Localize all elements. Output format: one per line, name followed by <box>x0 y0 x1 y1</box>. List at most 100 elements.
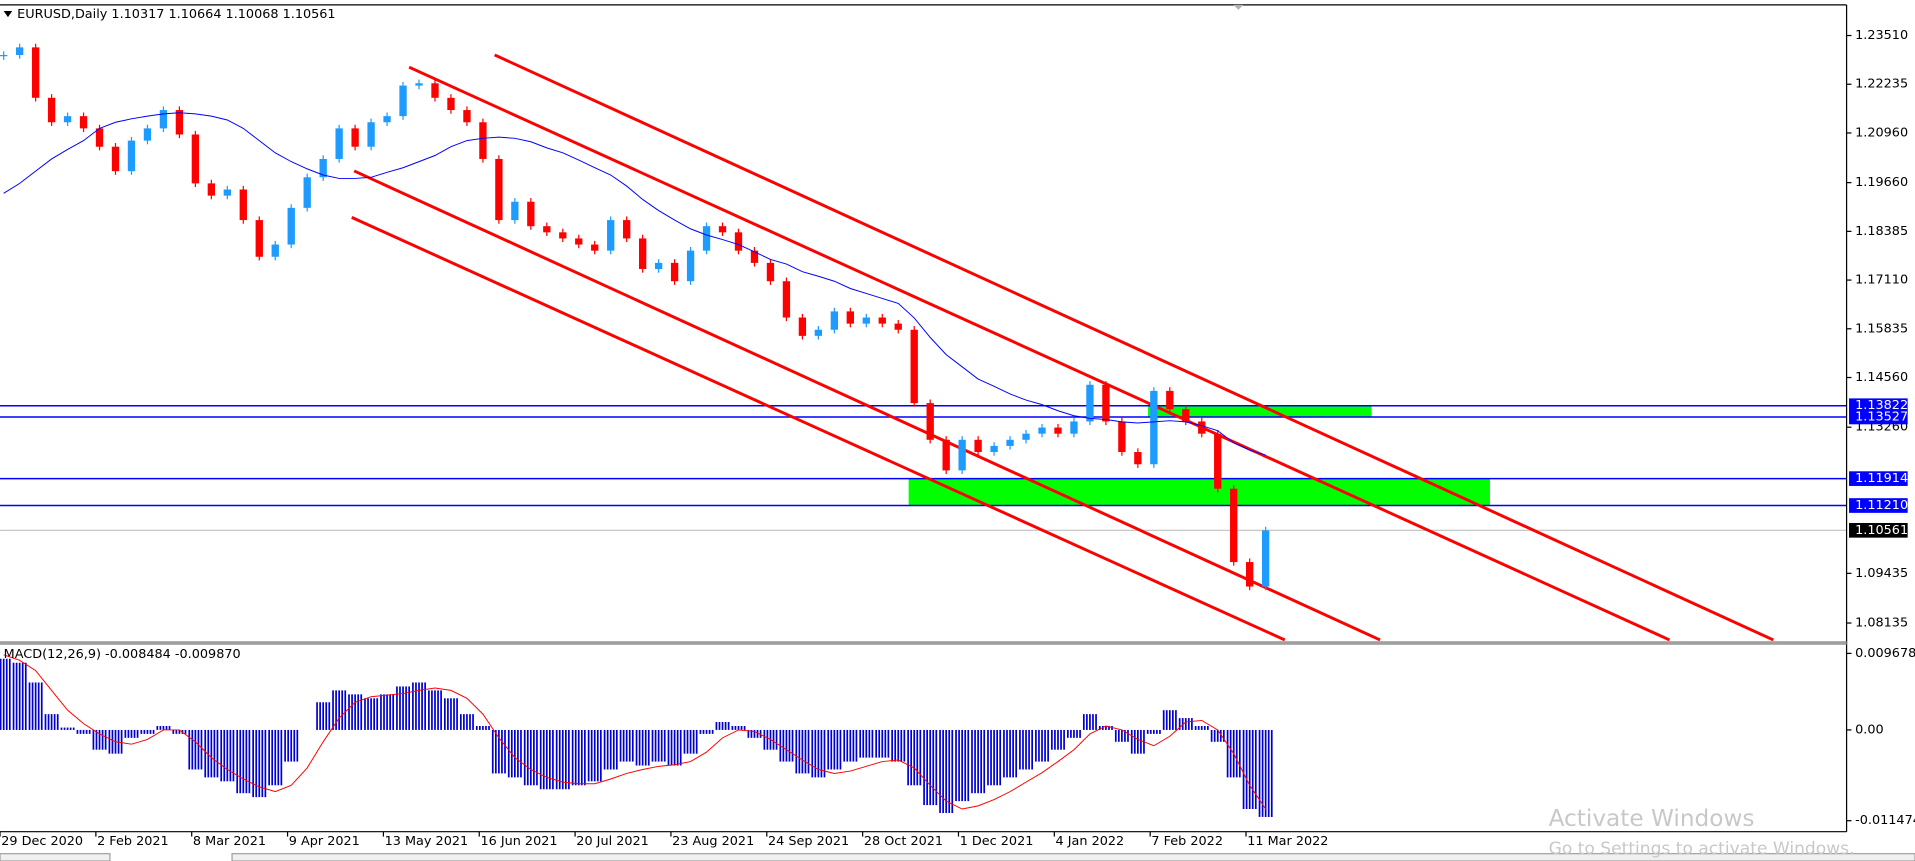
candle-body <box>910 329 918 404</box>
candle-body <box>766 262 775 282</box>
y-tick-label: 1.22235 <box>1855 77 1908 92</box>
candle-body <box>223 189 231 196</box>
x-tick-label: 28 Oct 2021 <box>864 834 943 849</box>
candle-body <box>990 445 998 453</box>
trend-line <box>353 169 1381 642</box>
candle-body <box>287 207 295 245</box>
candle-body <box>1150 390 1158 465</box>
x-tick-label: 16 Jun 2021 <box>480 834 557 849</box>
candle-body <box>958 439 966 471</box>
candle-body <box>367 122 375 147</box>
candle-body <box>239 189 247 221</box>
candle-body <box>303 177 311 208</box>
last-price-label: 1.10561 <box>1855 523 1908 538</box>
trend-line <box>494 53 1774 642</box>
x-tick-label: 8 Mar 2021 <box>193 834 266 849</box>
candle-body <box>862 317 870 324</box>
candle-body <box>1134 452 1142 465</box>
candle-body <box>782 281 791 318</box>
candle-body <box>191 134 200 184</box>
x-tick-label: 23 Aug 2021 <box>672 834 754 849</box>
shift-marker <box>1233 4 1244 10</box>
candle-body <box>431 83 439 98</box>
candle-body <box>255 220 263 257</box>
candle-body <box>1198 421 1206 434</box>
candle-body <box>447 97 455 111</box>
candle-body <box>1006 439 1014 446</box>
candle-body <box>798 317 807 336</box>
x-tick-label: 9 Apr 2021 <box>289 834 360 849</box>
watermark-title: Activate Windows <box>1549 805 1755 832</box>
candle-body <box>543 226 551 233</box>
candle-body <box>686 250 695 282</box>
tab[interactable] <box>0 853 111 861</box>
indicator-title: MACD(12,26,9) -0.008484 -0.009870 <box>4 647 241 662</box>
candle-body <box>1038 427 1046 434</box>
candle-body <box>1214 433 1222 489</box>
candle-body <box>111 146 120 172</box>
x-tick-label: 13 May 2021 <box>385 834 469 849</box>
x-tick-label: 2 Feb 2021 <box>97 834 169 849</box>
candle-body <box>894 323 902 330</box>
level-label: 1.11914 <box>1855 471 1908 486</box>
candle-body <box>1261 530 1270 587</box>
candle-body <box>974 439 982 453</box>
candle-body <box>702 226 711 251</box>
candle-body <box>575 238 583 245</box>
candle-body <box>591 244 599 251</box>
chart-title: EURUSD,Daily 1.10317 1.10664 1.10068 1.1… <box>17 7 335 22</box>
y-tick-label: 1.09435 <box>1855 566 1908 581</box>
level-label-box <box>1849 498 1908 513</box>
y-tick-label: 0.009678 <box>1855 646 1915 661</box>
candle-body <box>623 220 631 239</box>
candle-body <box>271 244 279 257</box>
candle-body <box>175 110 184 135</box>
candle-body <box>1182 409 1190 422</box>
candle-body <box>95 128 104 147</box>
watermark-subtitle: Go to Settings to activate Windows. <box>1549 839 1855 859</box>
y-tick-label: 1.19660 <box>1855 175 1908 190</box>
channel-lines <box>351 53 1774 642</box>
candle-body <box>335 128 343 159</box>
candle-body <box>814 329 823 336</box>
candle-body <box>878 317 886 324</box>
candle-body <box>1070 421 1078 434</box>
candle-body <box>638 238 647 269</box>
level-label-box <box>1849 398 1908 414</box>
candle-body <box>0 55 8 57</box>
candle-body <box>1118 421 1126 453</box>
candle-body <box>127 140 136 172</box>
x-tick-label: 1 Dec 2021 <box>960 834 1034 849</box>
candle-body <box>718 226 727 233</box>
menu-arrow <box>3 10 13 18</box>
candle-body <box>207 183 216 196</box>
level-label-box <box>1849 409 1908 425</box>
candle-body <box>15 47 24 56</box>
candle-body <box>415 83 423 86</box>
candle-body <box>319 158 327 178</box>
candle-body <box>79 116 88 129</box>
candle-body <box>1054 427 1062 434</box>
x-tick-label: 4 Jan 2022 <box>1056 834 1125 849</box>
candle-body <box>63 116 72 123</box>
candle-body <box>926 403 934 440</box>
candle-body <box>654 262 663 269</box>
pane-divider <box>0 641 1847 645</box>
y-tick-label: 1.20960 <box>1855 125 1908 140</box>
y-tick-label: 1.15835 <box>1855 321 1908 336</box>
zone <box>1148 405 1372 417</box>
x-tick-label: 11 Mar 2022 <box>1247 834 1328 849</box>
candle-body <box>670 262 679 282</box>
candle-body <box>830 311 839 330</box>
candle-body <box>607 220 615 251</box>
last-price-box <box>1849 522 1908 538</box>
candle-body <box>1022 433 1030 440</box>
candle-body <box>1230 488 1238 563</box>
candle-body <box>1246 562 1254 587</box>
x-tick-label: 20 Jul 2021 <box>576 834 649 849</box>
trend-line <box>408 65 1671 642</box>
candle-body <box>1086 384 1094 422</box>
candle-body <box>511 201 519 221</box>
candle-body <box>159 110 168 129</box>
